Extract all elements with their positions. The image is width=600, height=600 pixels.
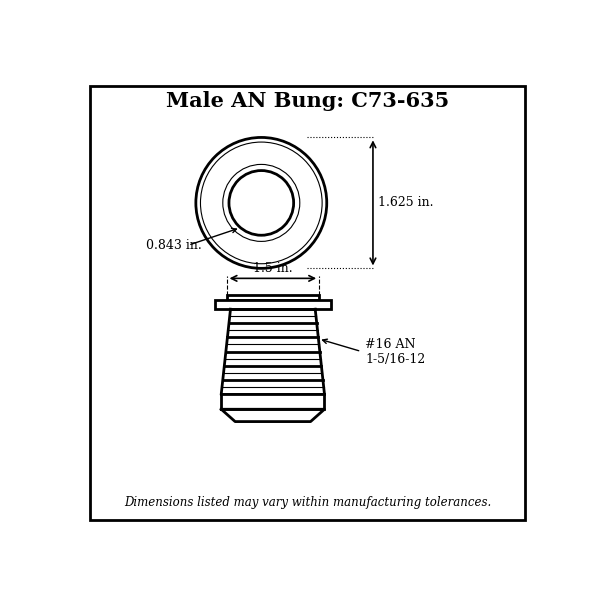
Bar <box>215 300 331 309</box>
FancyBboxPatch shape <box>91 86 524 520</box>
Bar <box>227 295 319 300</box>
Text: 1.625 in.: 1.625 in. <box>377 196 433 209</box>
Text: Male AN Bung: C73-635: Male AN Bung: C73-635 <box>166 91 449 111</box>
Bar <box>221 394 325 409</box>
Text: 0.843 in.: 0.843 in. <box>146 239 202 252</box>
Text: #16 AN
1-5/16-12: #16 AN 1-5/16-12 <box>365 338 425 365</box>
Text: 1.5 in.: 1.5 in. <box>253 262 293 275</box>
Text: Dimensions listed may vary within manufacturing tolerances.: Dimensions listed may vary within manufa… <box>124 496 491 509</box>
